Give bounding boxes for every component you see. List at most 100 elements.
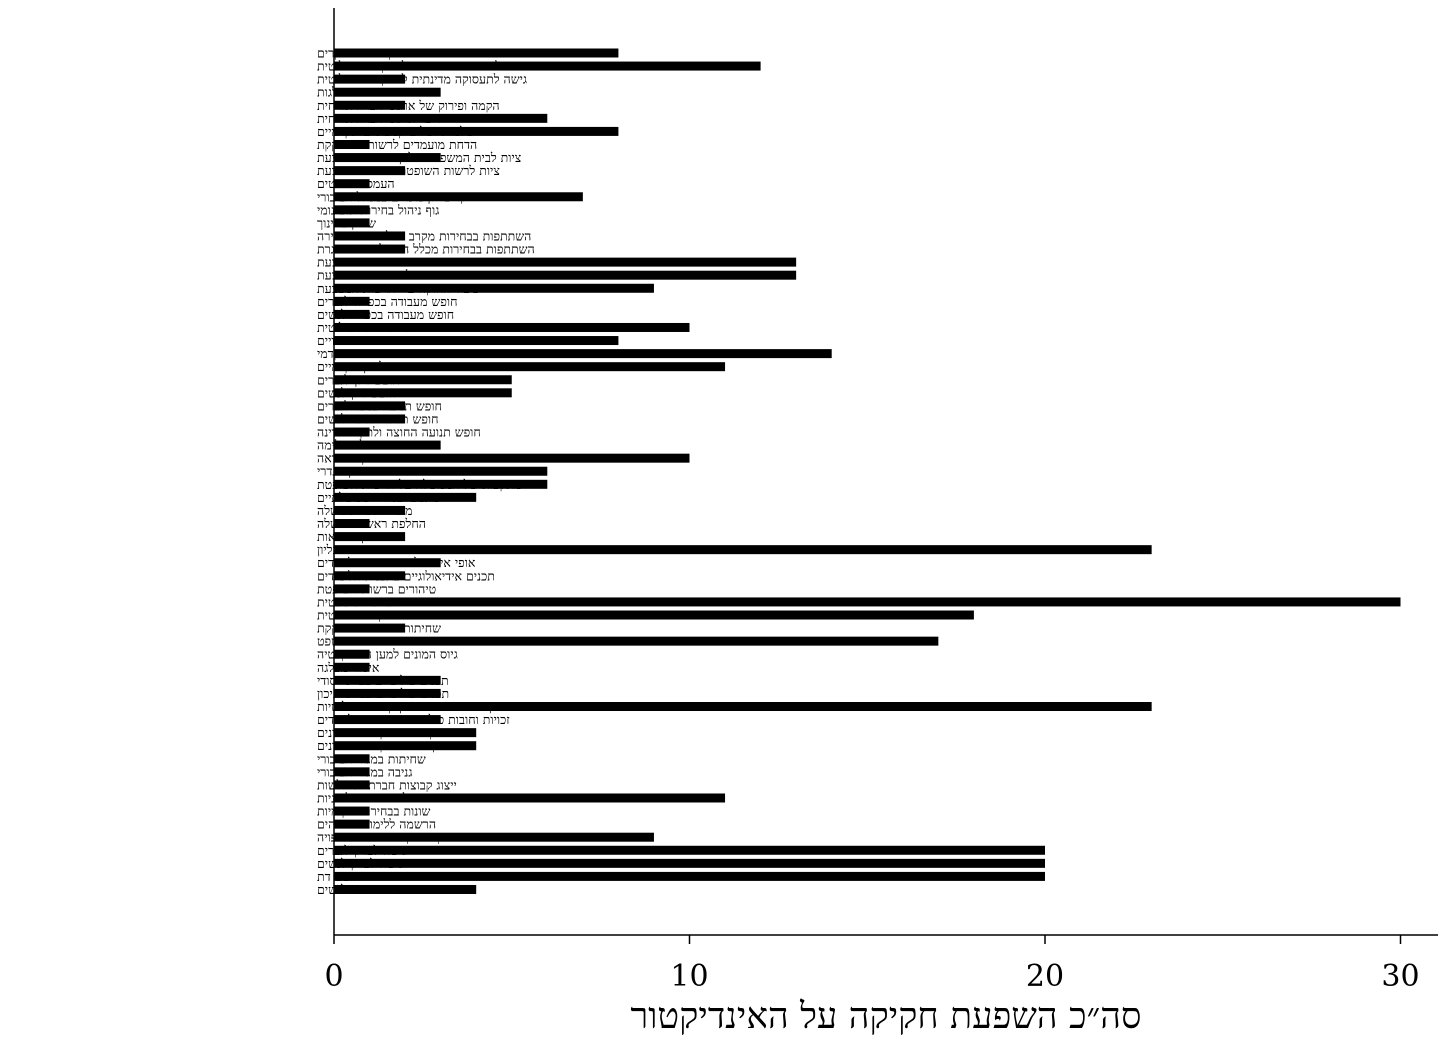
category-label: גישה לצדק לגברים [317, 843, 407, 858]
category-label: עצמאות בתי המשפט [317, 634, 419, 649]
bar [334, 48, 619, 58]
category-label: תכנים פוליטיים בבי״ס יסודי [317, 673, 449, 688]
bar [334, 584, 370, 594]
bar [334, 309, 370, 319]
bar [334, 858, 1045, 868]
bar [334, 87, 441, 97]
category-label: שחיתות ברשות המחוקקת [317, 621, 441, 636]
category-label: שונות בבחירות מקומיות [317, 804, 431, 819]
bar [334, 218, 370, 228]
category-label: ייצוג קבוצות חברתיות חלשות [317, 777, 457, 792]
bar [334, 754, 370, 764]
category-label: חופש דיון לנשים [317, 385, 396, 400]
bar [334, 597, 1401, 607]
category-label: השתתפות בבחירות מקרב בעלי זכות הבחירה [317, 228, 531, 243]
bar [334, 205, 370, 215]
bar [334, 61, 761, 71]
category-label: חופש דיון לגברים [317, 372, 400, 387]
bar [334, 519, 370, 529]
category-label: זכויות רכוש לנשים [317, 882, 406, 897]
category-label: קריטריון מינויים במנהל הציבורי [317, 189, 467, 204]
bar [334, 819, 370, 829]
bar [334, 388, 512, 398]
category-label: גיוס המונים למען הדמוקרטיה [317, 647, 458, 662]
bar [334, 414, 406, 424]
x-ticks-group: 0 10 20 30 [324, 935, 1420, 994]
bar [334, 192, 583, 202]
x-tick-label: 30 [1381, 959, 1419, 994]
category-label: שלמות ושלום קמפוסים אקדמיים [317, 124, 475, 139]
category-label: כיבוד החוקה ע״י הרשות המבצעת [317, 281, 479, 296]
bar [334, 231, 406, 241]
category-label: מינוי ראש הממשלה [317, 503, 413, 518]
bar [334, 558, 441, 568]
category-label: חופש תנועה החוצה ולתוך המדינה [317, 425, 481, 440]
bar [334, 688, 441, 698]
category-label: שחיתות במגזר הציבורי [317, 751, 426, 766]
bar [334, 362, 726, 372]
category-label: רפורמה משפטית [317, 594, 399, 609]
category-label: העמסת שופטים [317, 176, 395, 191]
bar [334, 401, 406, 411]
category-label: שוויון זכויות אזרחיות בין קבוצות פוליטיו… [317, 699, 514, 714]
category-label: ציות לרשות השופטת ברשות המבצעת [317, 163, 500, 178]
bar [334, 139, 370, 149]
category-label: החלפת ראש הממשלה [317, 516, 426, 531]
x-tick-label: 10 [670, 959, 708, 994]
category-label: חופש חליפין אקדמיים [317, 359, 422, 374]
x-axis-title: סה״כ השפעת חקיקה על האינדיקטור [631, 996, 1142, 1037]
category-label: גניבה במגזר הציבורי [317, 764, 412, 779]
category-label: חופש האספות לא אלימה [317, 438, 439, 453]
bar [334, 871, 1045, 881]
category-label: שוויון מגדרי [317, 464, 373, 479]
category-label: הגנה מהריגה פוליטית [317, 320, 420, 335]
bar [334, 675, 441, 685]
category-label: אופי אידיאולוגי בתכנית הלימודים [317, 555, 476, 570]
bar [334, 296, 370, 306]
bar [334, 728, 477, 738]
category-label: חופש מעבודה בכפייה לנשים [317, 307, 454, 322]
bar [334, 532, 406, 542]
bar [334, 845, 1045, 855]
category-label: השתתפות בבחירות מכלל האוכלוסייה הבוגרת [317, 242, 535, 257]
bar [334, 571, 406, 581]
category-label: תכנים אידיאולוגיים בתכנית הלימודים [317, 568, 495, 583]
bar [334, 780, 370, 790]
bar [334, 153, 441, 163]
bar [334, 610, 974, 620]
category-label: מתקפות של הממשלה על הרשות השופטת [317, 477, 521, 492]
bar [334, 715, 441, 725]
bar [334, 636, 939, 646]
category-label: גוף ניהול בחירות אוטונומי [317, 202, 439, 217]
category-label: מנהל ציבורי נטול פניות [317, 790, 427, 805]
bar [334, 832, 654, 842]
category-label: גניבה ומעילה ברשות המבצעת [317, 268, 461, 283]
bar [334, 492, 477, 502]
category-label: גישה לצדק לנשים [317, 856, 403, 871]
category-label: הרשמה ללימודים גבוהים [317, 817, 436, 832]
category-label: גישה לשירותים ציבוריים לפי קבוצה פוליטית [317, 59, 529, 74]
category-label: הגנה מעינויים [317, 333, 383, 348]
bar [334, 322, 690, 332]
category-label: חופש דת [317, 869, 361, 884]
bar [334, 649, 370, 659]
bar [334, 74, 406, 84]
bar [334, 453, 690, 463]
bar [334, 623, 406, 633]
category-label: הקמה ופירוק של ארגוני חברה אזרחית [317, 98, 500, 113]
category-label: תכנים פוליטיים בבי״ס תיכון [317, 686, 449, 701]
category-label: חסמים בפני מפלגות [317, 85, 413, 100]
bars-group [334, 48, 1401, 894]
category-label: טיהורים ברשות השופטת [317, 581, 436, 596]
category-label: חופש תנועה פנימי לגברים [317, 398, 442, 413]
bar [334, 741, 477, 751]
category-label: הדחת מועמדים לרשות המחוקקת [317, 137, 477, 152]
bar [334, 100, 406, 110]
bar [334, 505, 406, 515]
bar [334, 806, 370, 816]
bar [334, 349, 832, 359]
category-label: מאמצי צנזורה ממשלתיים [317, 490, 439, 505]
bar [334, 479, 548, 489]
category-label: שוויון בבריאות [317, 529, 386, 544]
